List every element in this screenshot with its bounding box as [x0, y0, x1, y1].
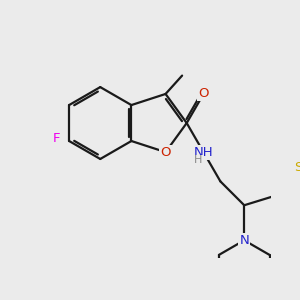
Text: H: H: [194, 155, 202, 165]
Text: S: S: [294, 160, 300, 173]
Text: O: O: [160, 146, 171, 159]
Text: O: O: [198, 87, 209, 101]
Text: F: F: [52, 132, 60, 145]
Text: N: N: [239, 234, 249, 247]
Text: NH: NH: [194, 146, 213, 159]
